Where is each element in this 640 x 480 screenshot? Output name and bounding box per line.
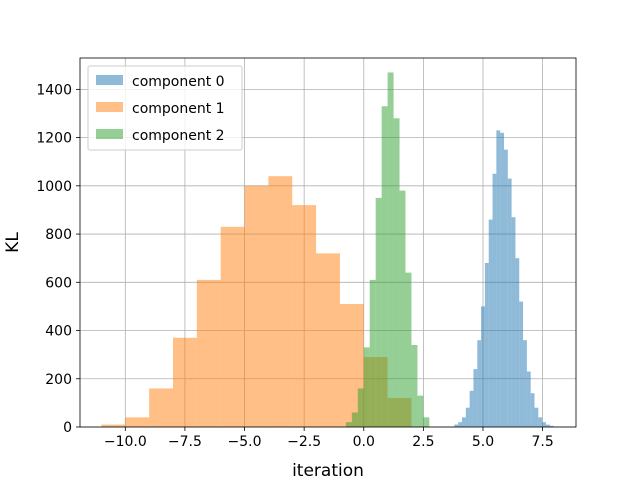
y-tick-label: 600 <box>45 275 72 291</box>
histogram-bar <box>530 393 535 427</box>
plot-frame <box>79 57 577 428</box>
series-2-bars <box>345 72 430 428</box>
histogram-bar <box>526 371 531 427</box>
legend-box <box>87 65 243 151</box>
x-tick-label: 2.5 <box>412 434 434 450</box>
y-tick-label: 1200 <box>36 131 72 147</box>
x-tick-label: 0.0 <box>353 434 375 450</box>
histogram-bar <box>545 424 550 427</box>
x-tick-label: −10.0 <box>104 434 147 450</box>
histogram-bar <box>458 422 463 427</box>
histogram-bar <box>477 340 482 427</box>
histogram-bar <box>125 417 150 427</box>
legend-swatch <box>96 75 123 85</box>
y-tick-label: 200 <box>45 372 72 388</box>
histogram-bar <box>538 417 543 427</box>
legend-item: component 1 <box>96 101 225 117</box>
x-tick-label: 5.0 <box>472 434 494 450</box>
histogram-bar <box>363 347 370 427</box>
x-tick-label: −2.5 <box>287 434 321 450</box>
legend-item: component 0 <box>96 74 225 90</box>
histogram-bar <box>351 412 358 427</box>
histogram-bar <box>465 407 470 427</box>
y-tick-label: 0 <box>63 420 72 436</box>
histogram-bar <box>292 205 317 427</box>
histogram-bar <box>375 197 382 427</box>
legend-label: component 0 <box>132 74 225 90</box>
histogram-bar <box>523 340 527 427</box>
series-0-bars <box>454 130 554 427</box>
histogram-bar <box>387 72 394 428</box>
legend-swatch <box>96 129 123 139</box>
histogram-bar <box>399 190 406 427</box>
histogram-bar <box>469 390 474 427</box>
histogram-bar <box>496 130 501 427</box>
legend-item: component 2 <box>96 128 225 144</box>
y-axis-label: KL <box>3 232 23 253</box>
histogram-bar <box>542 422 546 427</box>
histogram-bar <box>534 407 539 427</box>
bars-layer <box>101 72 554 428</box>
histogram-bar <box>220 226 245 427</box>
ticks-layer: −10.0 −7.5 −5.0 −2.5 0.0 2.5 5.0 7.5 0 200 400 600 8… <box>36 82 553 450</box>
histogram-bar <box>473 369 478 427</box>
x-tick-label: −7.5 <box>168 434 202 450</box>
histogram-bar <box>173 337 197 427</box>
x-tick-label: 7.5 <box>531 434 553 450</box>
legend: component 0 component 1 component 2 <box>87 65 243 151</box>
histogram-bar <box>357 388 364 427</box>
y-tick-label: 1400 <box>36 82 72 98</box>
histogram-bar <box>511 217 516 427</box>
y-tick-label: 1000 <box>36 179 72 195</box>
histogram-bar <box>500 132 504 427</box>
histogram-bar <box>454 424 459 427</box>
histogram-bar <box>481 306 485 427</box>
histogram-bar <box>423 417 430 427</box>
histogram-bar <box>484 263 489 427</box>
histogram-bar <box>549 425 554 427</box>
histogram-bar <box>488 219 493 427</box>
y-tick-label: 800 <box>45 227 72 243</box>
histogram-bar <box>316 253 340 427</box>
histogram-bar <box>462 417 466 427</box>
histogram-bar <box>244 185 269 427</box>
legend-swatch <box>96 102 123 112</box>
histogram-bar <box>268 176 293 427</box>
histogram-bar <box>515 258 520 427</box>
histogram-bar <box>149 388 173 427</box>
histogram-bar <box>369 279 376 427</box>
histogram-bar <box>492 173 497 427</box>
histogram-bar <box>196 279 221 427</box>
legend-label: component 1 <box>132 101 225 117</box>
histogram-bar <box>503 149 508 427</box>
legend-label: component 2 <box>132 128 225 144</box>
x-axis-label: iteration <box>292 461 364 480</box>
histogram-bar <box>381 106 388 427</box>
histogram-bar <box>411 345 418 427</box>
histogram-bar <box>417 395 424 427</box>
histogram-bar <box>519 301 524 427</box>
x-tick-label: −5.0 <box>228 434 262 450</box>
histogram-bar <box>101 424 126 427</box>
y-tick-label: 400 <box>45 324 72 340</box>
histogram-bar <box>507 178 512 427</box>
histogram-bar <box>345 422 352 427</box>
histogram-bar <box>405 272 412 427</box>
histogram-bar <box>393 118 400 427</box>
